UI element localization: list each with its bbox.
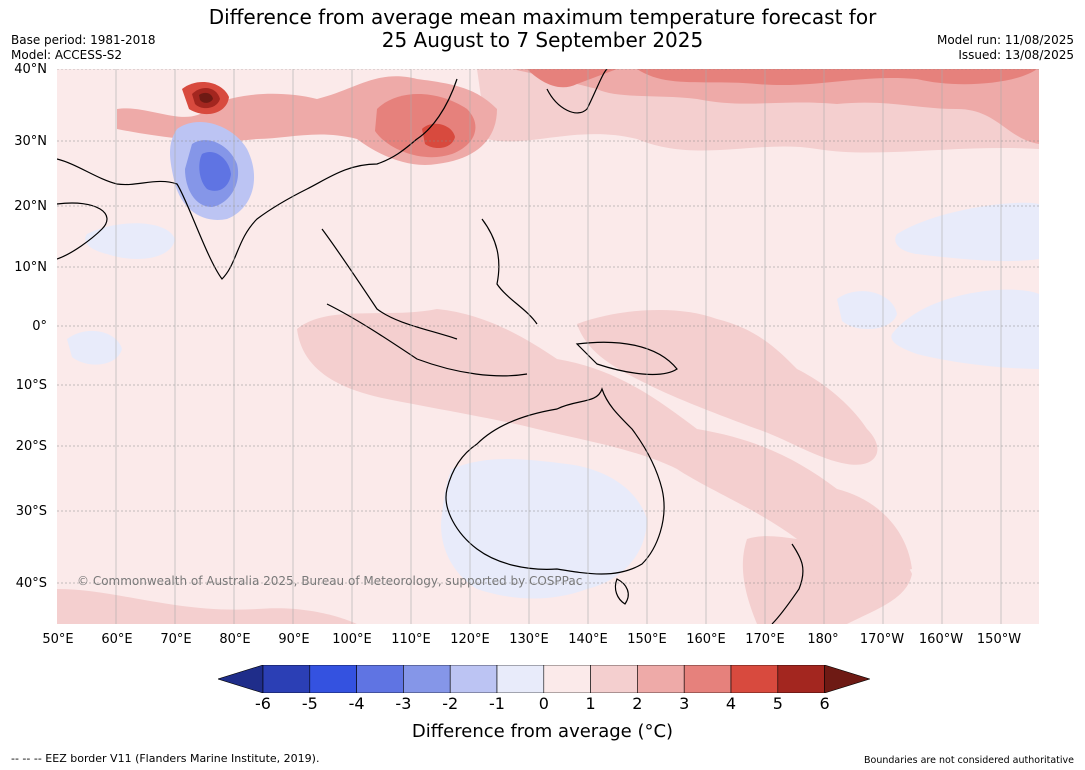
lat-label: 0° [32, 319, 47, 334]
anomaly-minus1-0-indian-ocean [67, 330, 122, 365]
coastlines [57, 69, 804, 624]
map-title-line2: 25 August to 7 September 2025 [381, 28, 704, 52]
lon-label: 120°E [450, 632, 490, 647]
anomaly-minus1-0-arabian [85, 223, 175, 259]
colorbar-tick-label: -2 [442, 694, 459, 713]
anomaly-1-2-coral-sea [577, 309, 878, 465]
colorbar-cell [730, 665, 779, 693]
colorbar-cell [496, 665, 545, 693]
colorbar-tick-label: 2 [632, 694, 643, 713]
map-panel[interactable] [57, 69, 1039, 624]
coastline-new-guinea [575, 341, 678, 376]
colorbar-cell [637, 665, 685, 693]
lat-label: 40°N [14, 62, 47, 77]
colorbar-cell [777, 665, 825, 693]
model-run: Model run: 11/08/2025 [936, 33, 1074, 47]
colorbar-cell [356, 665, 404, 693]
lon-label: 90°E [278, 632, 310, 647]
colorbar-tick-label: -1 [489, 694, 505, 713]
lon-label: 80°E [219, 632, 251, 647]
colorbar-tick-label: -3 [395, 694, 412, 713]
colorbar-tick-label: -6 [255, 694, 271, 713]
longitude-gridlines [115, 69, 1002, 624]
lon-label: 150°W [976, 632, 1022, 647]
lon-label: 70°E [160, 632, 192, 647]
coastline-australia [445, 387, 665, 575]
lon-label: 170°E [745, 632, 785, 647]
lon-label: 100°E [332, 632, 372, 647]
colorbar-extend-high [824, 665, 870, 693]
meta-right: Model run: 11/08/2025 Issued: 13/08/2025 [937, 33, 1074, 63]
issued-date: Issued: 13/08/2025 [958, 48, 1074, 62]
anomaly-minus1-0-pacific-equator [891, 289, 1039, 369]
copyright-notice: © Commonwealth of Australia 2025, Bureau… [77, 574, 583, 588]
colorbar-cell [403, 665, 451, 693]
anomaly-minus1-0-pacific-small [837, 291, 897, 330]
lon-label: 110°E [391, 632, 431, 647]
colorbar-cell [543, 665, 591, 693]
lon-label: 160°W [918, 632, 964, 647]
anomaly-3-4-pacific [637, 69, 1037, 86]
coastline-new-zealand [771, 543, 804, 624]
coastline-sumatra-java [326, 303, 528, 377]
colorbar-tick-label: 5 [772, 694, 783, 713]
anomaly-1-2-southern-ocean [57, 589, 357, 624]
map-svg [57, 69, 1039, 624]
colorbar-extend-low [218, 665, 264, 693]
lon-label: 160°E [686, 632, 726, 647]
coastline-japan-korea [546, 69, 608, 114]
anomaly-over-6-himalaya [199, 92, 213, 103]
lat-label: 20°S [15, 439, 47, 454]
lon-label: 50°E [42, 632, 74, 647]
lat-label: 30°N [14, 134, 47, 149]
coastline-asia [57, 78, 458, 280]
colorbar [218, 665, 870, 693]
lat-label: 30°S [15, 504, 47, 519]
lat-label: 10°N [14, 260, 47, 275]
lat-label: 40°S [15, 576, 47, 591]
anomaly-1-2-maritime [297, 309, 912, 572]
coastline-malay-peninsula [321, 228, 458, 340]
colorbar-tick-label: -4 [348, 694, 365, 713]
anomaly-minus1-0-pacific-north [895, 202, 1039, 262]
lon-label: 60°E [101, 632, 133, 647]
colorbar-tick-label: 1 [585, 694, 596, 713]
colorbar-tick-label: 4 [725, 694, 737, 713]
lon-label: 140°E [568, 632, 608, 647]
eez-border-note: -- -- -- EEZ border V11 (Flanders Marine… [11, 752, 320, 765]
colorbar-tick-label: 6 [819, 694, 830, 713]
colorbar-tick-label: 3 [679, 694, 690, 713]
colorbar-title: Difference from average (°C) [411, 721, 674, 742]
lat-label: 10°S [15, 378, 47, 393]
lon-label: 150°E [627, 632, 667, 647]
lat-label: 20°N [14, 199, 47, 214]
lon-label: 180° [807, 632, 839, 647]
lon-label: 130°E [509, 632, 549, 647]
colorbar-cell [449, 665, 498, 693]
colorbar-tick-label: 0 [538, 694, 549, 713]
coastline-arabia [57, 202, 108, 260]
anomaly-4-5-china [422, 123, 455, 149]
colorbar-cell [309, 665, 357, 693]
model-name: Model: ACCESS-S2 [11, 48, 123, 62]
coastline-philippines [481, 218, 538, 325]
coastline-tasmania [614, 578, 629, 605]
colorbar-tick-label: -5 [301, 694, 318, 713]
anomaly-2-3-north-east [512, 69, 1039, 144]
lon-label: 170°W [859, 632, 905, 647]
base-period: Base period: 1981-2018 [11, 33, 156, 47]
colorbar-cell [262, 665, 311, 693]
colorbar-cell [683, 665, 732, 693]
meta-left: Base period: 1981-2018 Model: ACCESS-S2 [11, 33, 156, 63]
colorbar-cell [590, 665, 638, 693]
anomaly-1-2-tasman [742, 536, 912, 624]
map-title-line1: Difference from average mean maximum tem… [208, 5, 877, 29]
anomaly-minus1-0-australia [441, 459, 647, 599]
anomaly-minus3-2-india [199, 151, 231, 191]
anomaly-3-4-north-east [527, 69, 617, 88]
boundaries-note: Boundaries are not considered authoritat… [864, 755, 1074, 766]
